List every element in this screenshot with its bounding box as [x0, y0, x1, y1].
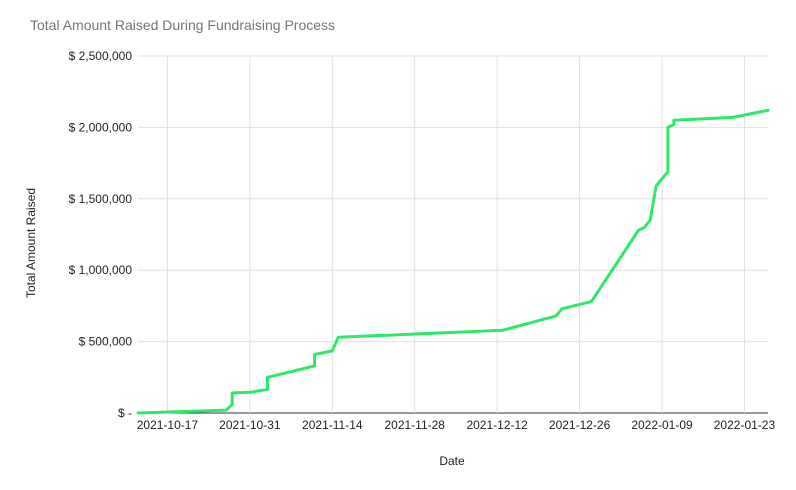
y-tick-label: $ 2,500,000: [69, 49, 133, 63]
x-tick-label: 2022-01-23: [714, 418, 776, 432]
x-tick-label: 2021-11-28: [384, 418, 445, 432]
y-tick-label: $ 2,000,000: [69, 120, 133, 134]
x-tick-label: 2021-11-14: [302, 418, 363, 432]
y-tick-label: $ 1,000,000: [69, 263, 133, 277]
chart-title: Total Amount Raised During Fundraising P…: [30, 17, 335, 33]
y-tick-label: $ 500,000: [79, 335, 133, 349]
x-tick-label: 2021-10-31: [219, 418, 281, 432]
x-axis-label: Date: [439, 454, 465, 468]
y-axis-label: Total Amount Raised: [24, 188, 38, 298]
x-tick-label: 2021-12-12: [466, 418, 528, 432]
x-tick-label: 2022-01-09: [631, 418, 693, 432]
series-layer: [136, 108, 770, 415]
y-axis-ticks: $ - $ 500,000 $ 1,000,000 $ 1,500,000 $ 2,00…: [69, 49, 133, 420]
y-tick-label: $ -: [118, 406, 132, 420]
series-line: [136, 108, 770, 415]
grid-lines: [138, 55, 768, 414]
x-tick-label: 2021-10-17: [137, 418, 199, 432]
x-axis-ticks: 2021-10-17 2021-10-31 2021-11-14 2021-11-28…: [137, 418, 776, 432]
x-tick-label: 2021-12-26: [549, 418, 611, 432]
y-tick-label: $ 1,500,000: [69, 192, 133, 206]
